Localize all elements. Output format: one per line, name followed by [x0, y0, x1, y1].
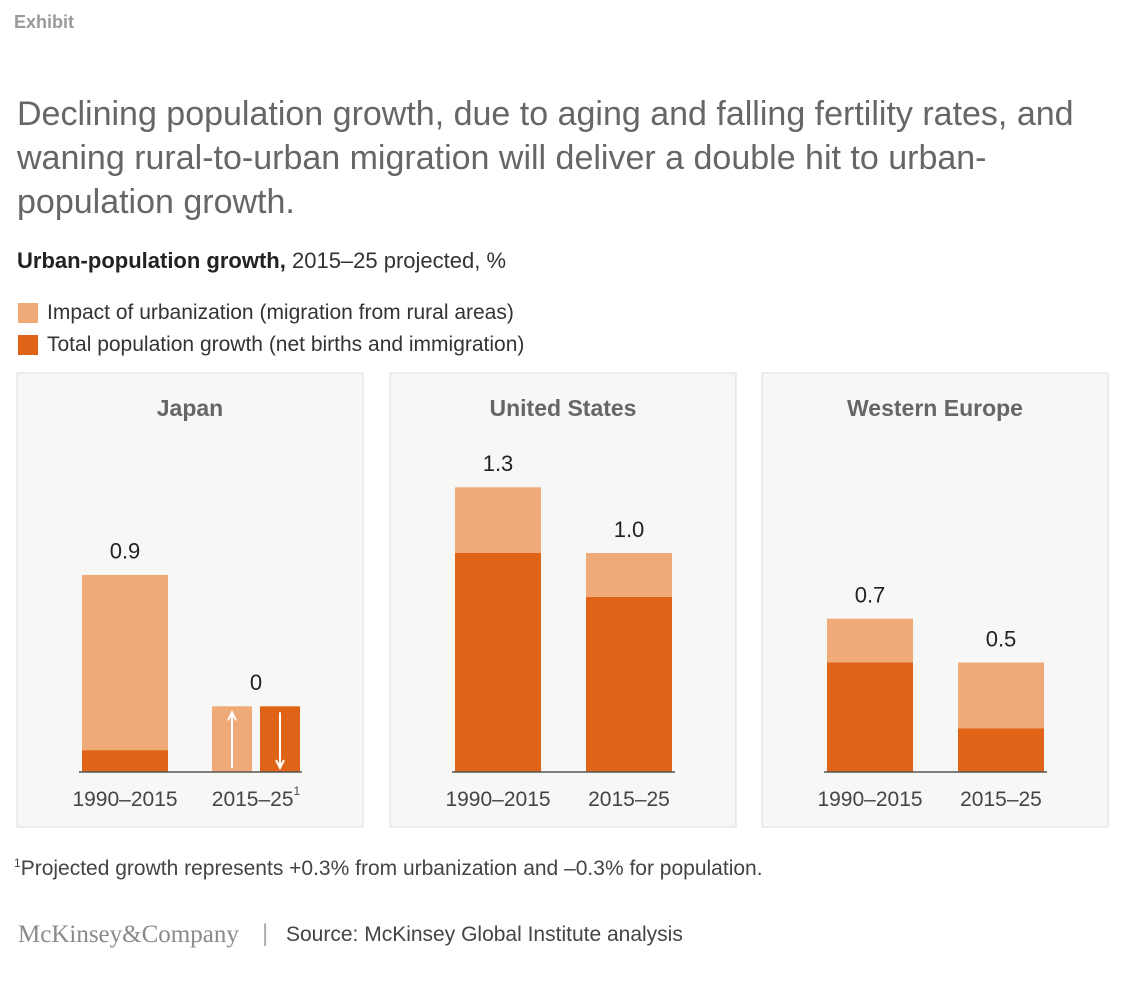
- x-tick-label: 2015–25: [960, 788, 1042, 811]
- subtitle-text: 2015–25 projected, %: [291, 248, 507, 273]
- category: 1990–2015: [445, 788, 550, 811]
- separator: |: [262, 920, 269, 947]
- category-mark: 1: [294, 784, 301, 798]
- panel: [389, 372, 737, 828]
- exhibit-label: Exhibit: [14, 12, 75, 32]
- bar-segment: [958, 662, 1044, 729]
- x-tick-label: 1990–2015: [72, 788, 177, 811]
- x-tick-label: 2015–25: [588, 788, 670, 811]
- footnote: 1Projected growth represents +0.3% from …: [14, 856, 763, 881]
- panel-title: Western Europe: [847, 395, 1023, 421]
- legend-item: Total population growth (net births and …: [18, 333, 524, 357]
- arrow-head: [227, 710, 237, 721]
- total-label: 0.9: [110, 539, 141, 564]
- bar-segment: [455, 553, 541, 772]
- title: Declining population growth, due to agin…: [17, 95, 1074, 221]
- bar-segment: [586, 596, 672, 772]
- legend-swatch: [18, 303, 38, 323]
- legend-item: Impact of urbanization (migration from r…: [18, 301, 514, 325]
- total-label: 1.0: [614, 517, 645, 542]
- x-tick-label: 1990–2015: [817, 788, 922, 811]
- source: Source: McKinsey Global Institute analys…: [286, 923, 683, 946]
- panel: [16, 372, 364, 828]
- legend-label: Impact of urbanization (migration from r…: [47, 301, 514, 324]
- total-label: 0.7: [855, 583, 886, 608]
- legend-swatch: [18, 335, 38, 355]
- subtitle-bold: Urban-population growth,: [17, 248, 286, 273]
- bar-segment: [827, 662, 913, 772]
- bar-segment: [82, 750, 168, 772]
- panel: [761, 372, 1109, 828]
- arrow-head: [275, 759, 285, 771]
- footnote-text: Projected growth represents +0.3% from u…: [20, 857, 763, 880]
- category: 2015–25: [212, 788, 294, 811]
- total-label: 0.5: [986, 626, 1017, 651]
- category: 2015–25: [960, 788, 1042, 811]
- panel-title: United States: [490, 395, 637, 421]
- total-label: 1.3: [483, 451, 514, 476]
- subtitle: Urban-population growth, 2015–25 project…: [17, 248, 506, 274]
- panel-title: Japan: [157, 395, 223, 421]
- total-label: 0: [250, 670, 262, 695]
- category: 1990–2015: [817, 788, 922, 811]
- x-tick-label: 1990–2015: [445, 788, 550, 811]
- logo: McKinsey&Company: [18, 921, 239, 948]
- footnote-mark: 1: [14, 856, 21, 870]
- bar-segment: [586, 553, 672, 597]
- bar-segment: [827, 618, 913, 663]
- bar-segment: [82, 574, 168, 751]
- category: 1990–2015: [72, 788, 177, 811]
- legend-label: Total population growth (net births and …: [47, 333, 525, 356]
- bar-segment: [455, 487, 541, 553]
- category: 2015–25: [588, 788, 670, 811]
- x-tick-label: 2015–251: [212, 784, 301, 810]
- bar-segment: [958, 728, 1044, 772]
